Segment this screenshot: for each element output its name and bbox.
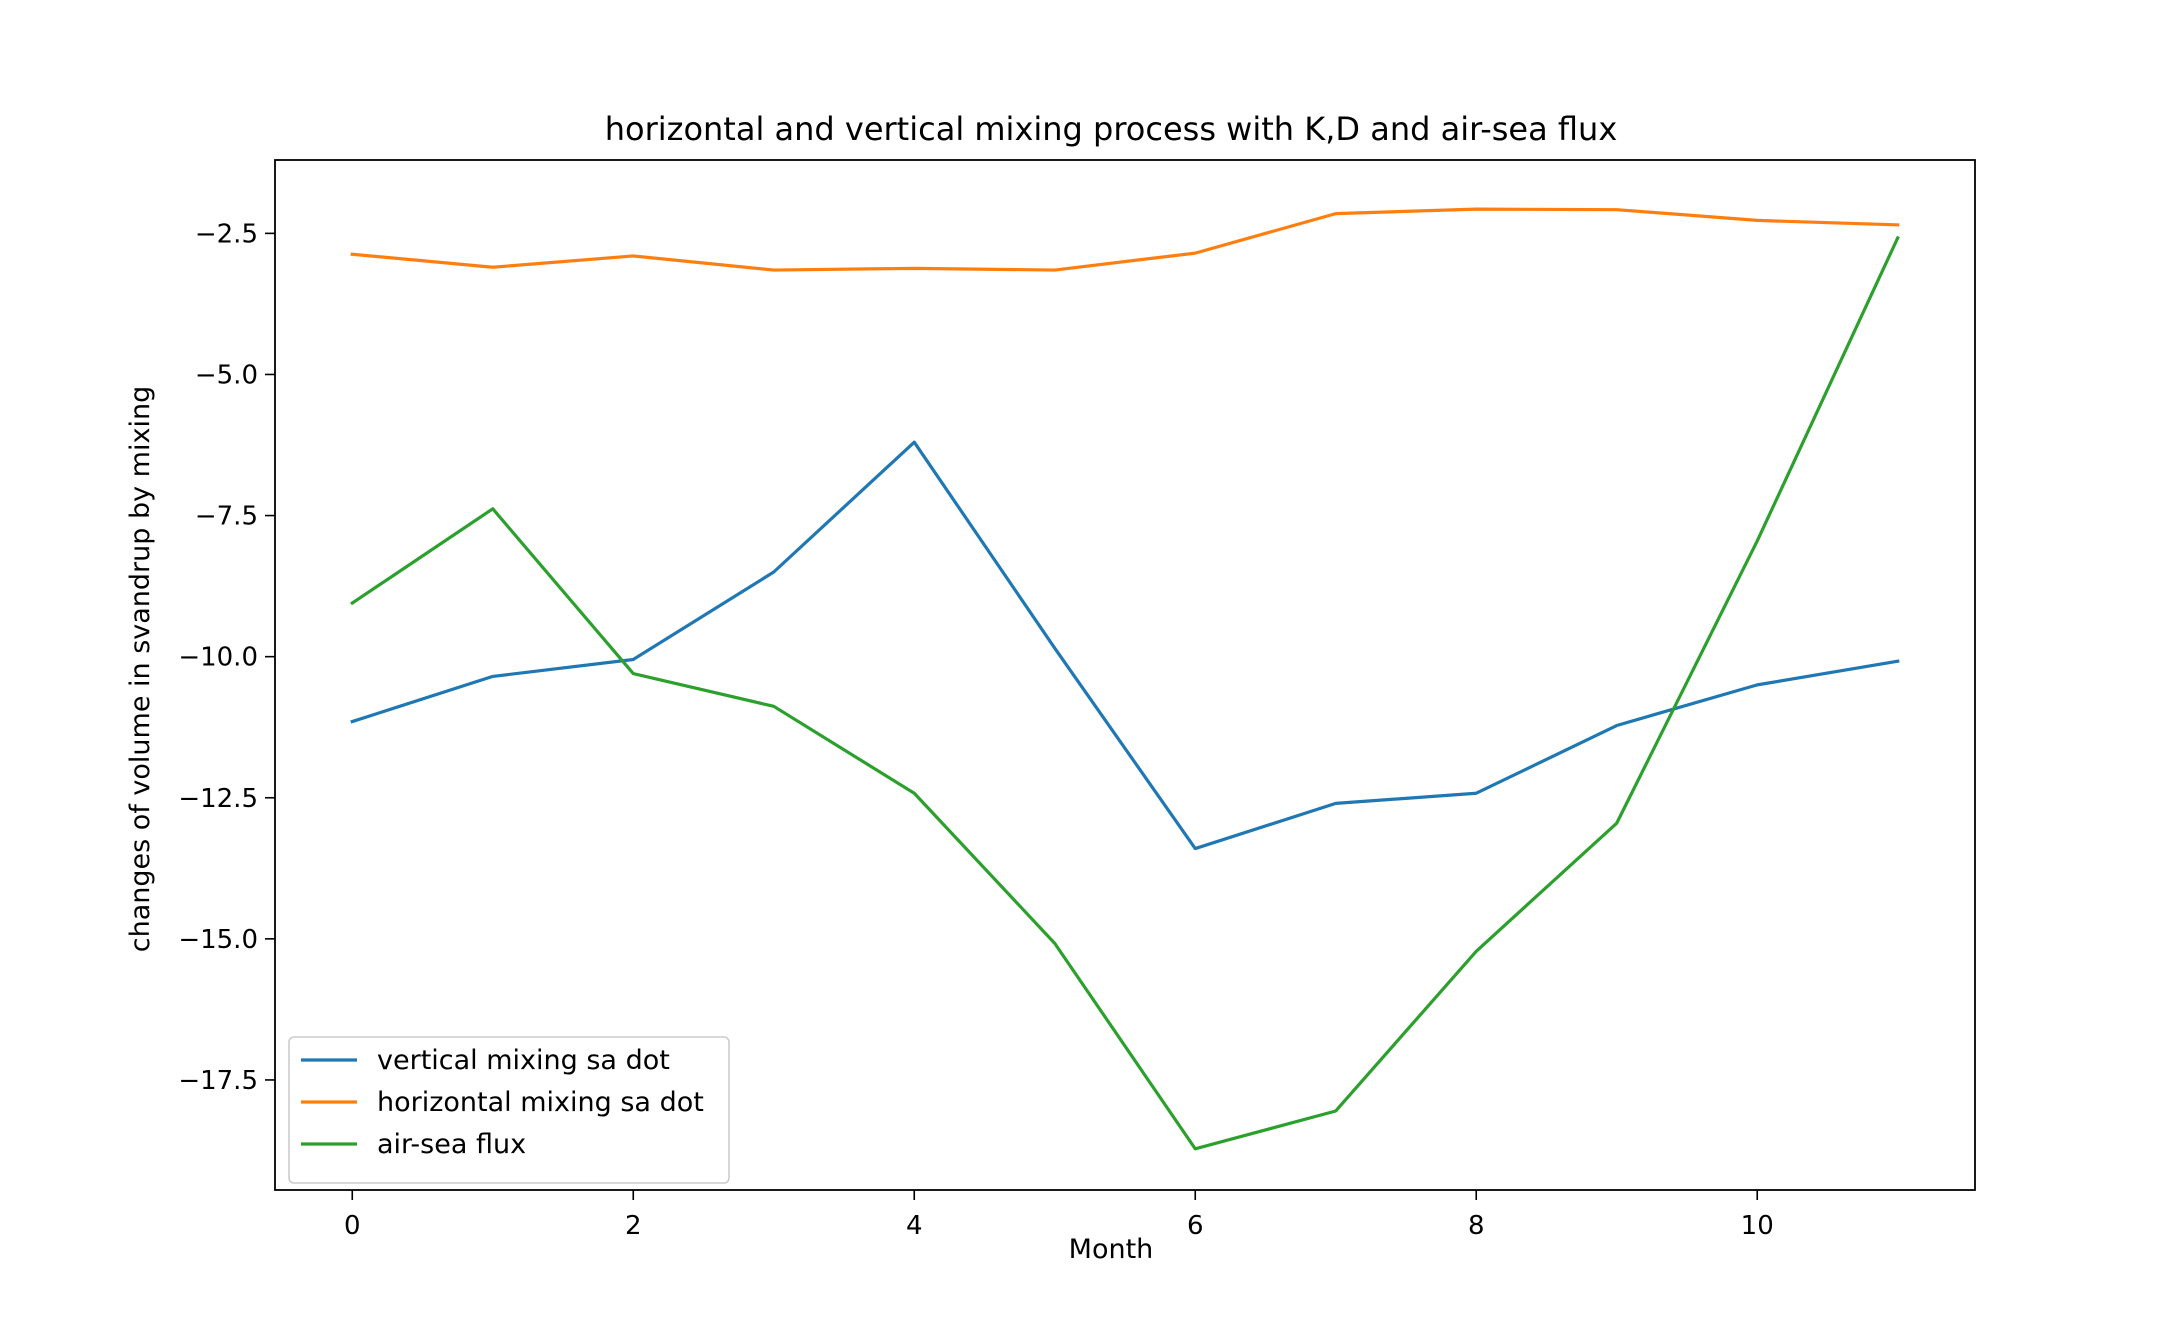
y-tick-label: −5.0 (195, 360, 258, 390)
x-tick-label: 0 (344, 1211, 361, 1241)
x-tick-label: 8 (1468, 1211, 1485, 1241)
plot-frame (274, 159, 1976, 1191)
y-tick-label: −2.5 (195, 219, 258, 249)
x-tick-label: 4 (906, 1211, 923, 1241)
series-line-2 (350, 207, 1900, 272)
series-line-1 (350, 440, 1900, 851)
legend-label-2: horizontal mixing sa dot (377, 1087, 704, 1118)
series-line-3 (350, 235, 1900, 1151)
y-tick-label: −15.0 (178, 925, 258, 955)
legend-label-1: vertical mixing sa dot (377, 1045, 670, 1076)
legend-label-3: air-sea flux (377, 1129, 526, 1160)
y-tick-label: −7.5 (195, 502, 258, 532)
x-axis-label: Month (1069, 1234, 1154, 1265)
x-tick-label: 10 (1741, 1211, 1774, 1241)
x-tick-label: 6 (1187, 1211, 1204, 1241)
y-tick-label: −12.5 (178, 784, 258, 814)
legend-box (288, 1036, 730, 1184)
y-axis-label: changes of volume in svandrup by mixing (125, 386, 156, 952)
y-tick-label: −10.0 (178, 643, 258, 673)
y-tick-label: −17.5 (178, 1066, 258, 1096)
x-tick-label: 2 (625, 1211, 642, 1241)
plot-area: 0 2 4 6 8 10 −2.5 −5.0 −7.5 −10.0 −12.5 −15.0 −17.5 v… (178, 159, 1976, 1241)
chart-title: horizontal and vertical mixing process w… (605, 110, 1618, 148)
